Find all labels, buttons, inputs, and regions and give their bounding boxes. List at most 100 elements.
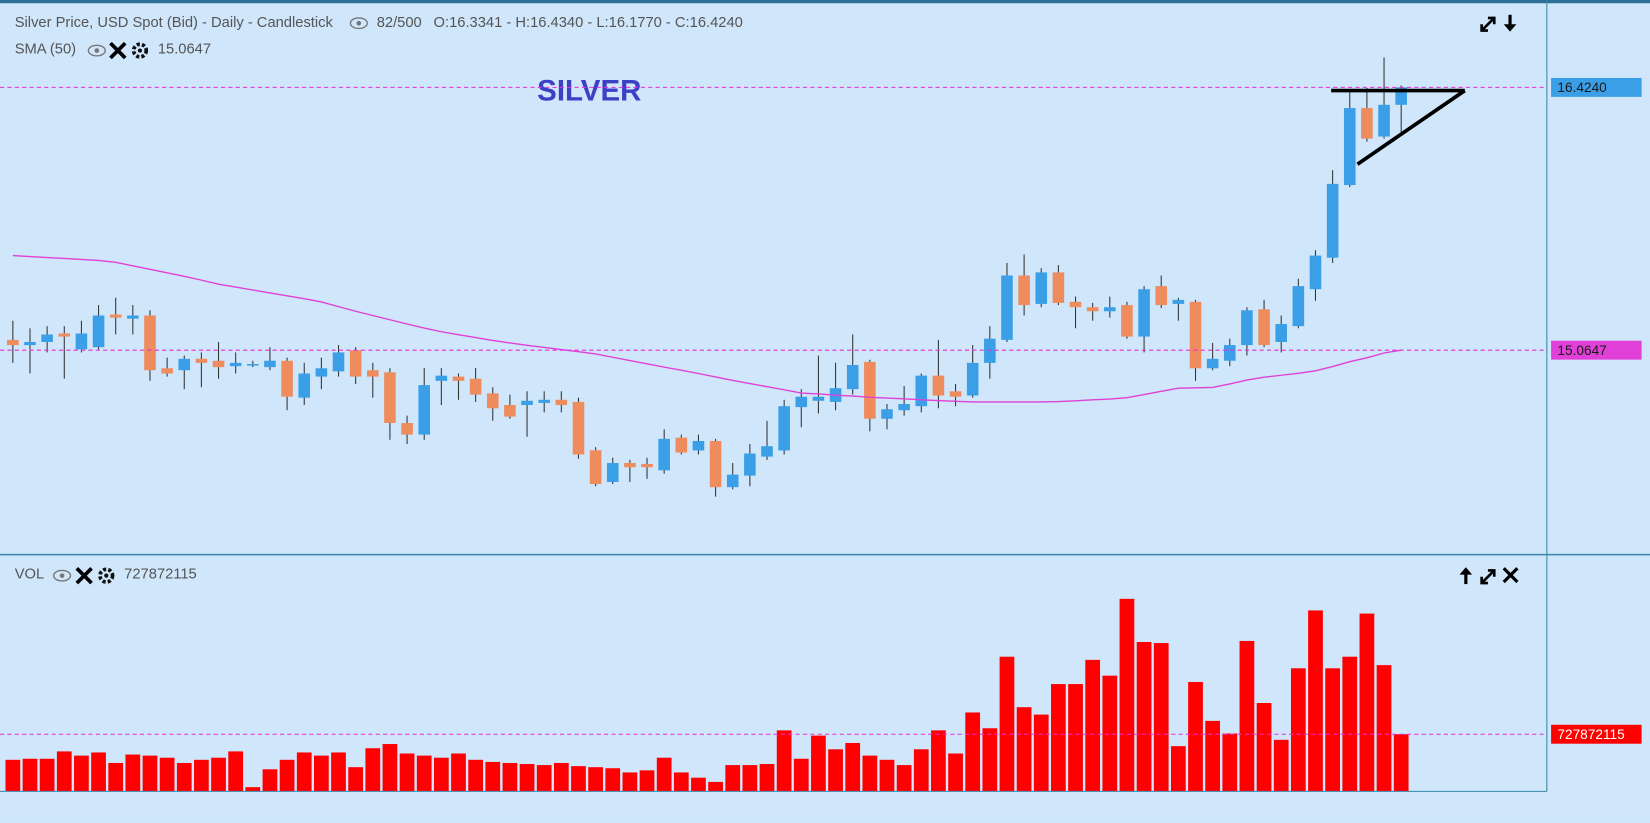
candle-body — [692, 440, 705, 451]
candle-body — [1241, 310, 1253, 346]
candle-body — [898, 404, 910, 411]
volume-bar — [1342, 656, 1358, 792]
volume-bar — [828, 749, 843, 792]
candle-body — [675, 437, 688, 453]
volume-bar — [22, 758, 38, 792]
volume-bar — [348, 767, 364, 792]
volume-tag: 727872115 — [1557, 727, 1625, 742]
close-icon[interactable] — [75, 566, 93, 585]
volume-bar — [1119, 598, 1135, 792]
candle-body — [966, 362, 979, 396]
volume-bar — [1136, 641, 1152, 792]
candle-body — [538, 399, 550, 403]
candle-body — [744, 453, 756, 476]
volume-bar — [553, 762, 569, 792]
candle-body — [949, 391, 962, 397]
candle-body — [1275, 324, 1287, 342]
volume-bar — [965, 712, 981, 792]
candle-body — [1292, 286, 1305, 327]
volume-bar — [1325, 668, 1340, 792]
volume-bar — [845, 742, 861, 792]
candle-body — [761, 446, 773, 457]
candle-body — [1121, 305, 1133, 337]
candle-body — [864, 361, 876, 419]
settings-icon[interactable] — [98, 567, 115, 584]
candle-body — [812, 396, 825, 401]
volume-bar — [1393, 734, 1409, 792]
candle-body — [469, 378, 482, 395]
maximize-icon[interactable] — [1480, 569, 1496, 585]
candle-body — [144, 315, 156, 371]
close-icon[interactable] — [109, 41, 127, 60]
candle-body — [795, 396, 808, 408]
candle-body — [418, 385, 430, 435]
volume-bar — [74, 755, 89, 792]
move-up-icon[interactable] — [1459, 567, 1473, 585]
candle-body — [504, 405, 516, 417]
volume-bar — [176, 762, 192, 792]
volume-bar — [759, 764, 775, 792]
volume-bar — [913, 749, 929, 792]
candle-body — [41, 334, 53, 342]
ohlc-readout: O:16.3341 - H:16.4340 - L:16.1770 - C:16… — [434, 15, 743, 31]
candle-body — [1052, 272, 1065, 303]
volume-bar — [1256, 703, 1272, 792]
candle-body — [624, 463, 636, 468]
volume-bar — [656, 757, 672, 792]
settings-icon[interactable] — [131, 42, 149, 59]
volume-bar — [1102, 675, 1118, 792]
candle-body — [315, 368, 328, 377]
volume-bar — [571, 766, 586, 792]
move-down-icon[interactable] — [1503, 14, 1517, 32]
candle-body — [384, 372, 396, 423]
volume-bar — [639, 770, 655, 792]
volume-bar — [279, 759, 295, 792]
candle-body — [109, 314, 122, 318]
volume-bar — [519, 764, 535, 792]
candle-body — [1138, 289, 1150, 337]
candle-body — [1189, 301, 1202, 369]
volume-bar — [982, 728, 998, 792]
close-icon[interactable] — [1502, 567, 1519, 584]
volume-bar — [776, 730, 792, 792]
eye-icon[interactable] — [349, 17, 368, 30]
candle-body — [1326, 183, 1339, 258]
legend-volume: VOL — [15, 566, 44, 582]
volume-bar — [1171, 746, 1186, 792]
marks — [5, 57, 1409, 792]
volume-bar — [262, 769, 278, 792]
candle-body — [1086, 307, 1099, 312]
volume-bar — [365, 748, 381, 792]
candle-body — [778, 406, 790, 451]
candle-body — [24, 341, 36, 346]
candle-body — [1343, 108, 1356, 186]
candle-body — [281, 360, 293, 397]
eye-icon[interactable] — [52, 569, 72, 582]
candle-body — [1258, 309, 1270, 346]
volume-bar — [1033, 714, 1049, 792]
volume-bar — [708, 781, 723, 792]
volume-bar — [382, 744, 398, 792]
candle-body — [1206, 358, 1219, 369]
volume-value: 727872115 — [124, 566, 197, 582]
volume-bar — [142, 755, 158, 792]
candle-body — [1223, 345, 1236, 361]
candle-body — [349, 350, 362, 377]
volume-bar — [622, 772, 638, 792]
volume-bar — [485, 761, 501, 792]
candle-body — [247, 364, 259, 366]
volume-bar — [314, 755, 329, 792]
eye-icon[interactable] — [87, 44, 106, 57]
trend-line — [1356, 89, 1466, 166]
volume-bar — [451, 753, 466, 792]
sma-tag-box — [1551, 340, 1642, 360]
candle-body — [452, 376, 465, 381]
annotation: SILVER — [537, 74, 641, 107]
volume-bar — [56, 751, 72, 792]
volume-bar — [1273, 739, 1289, 792]
volume-bar — [1085, 659, 1101, 792]
legend-sma: SMA (50) — [15, 41, 76, 57]
volume-bar — [931, 730, 946, 792]
maximize-icon[interactable] — [1480, 16, 1496, 32]
candle-body — [1069, 301, 1082, 308]
